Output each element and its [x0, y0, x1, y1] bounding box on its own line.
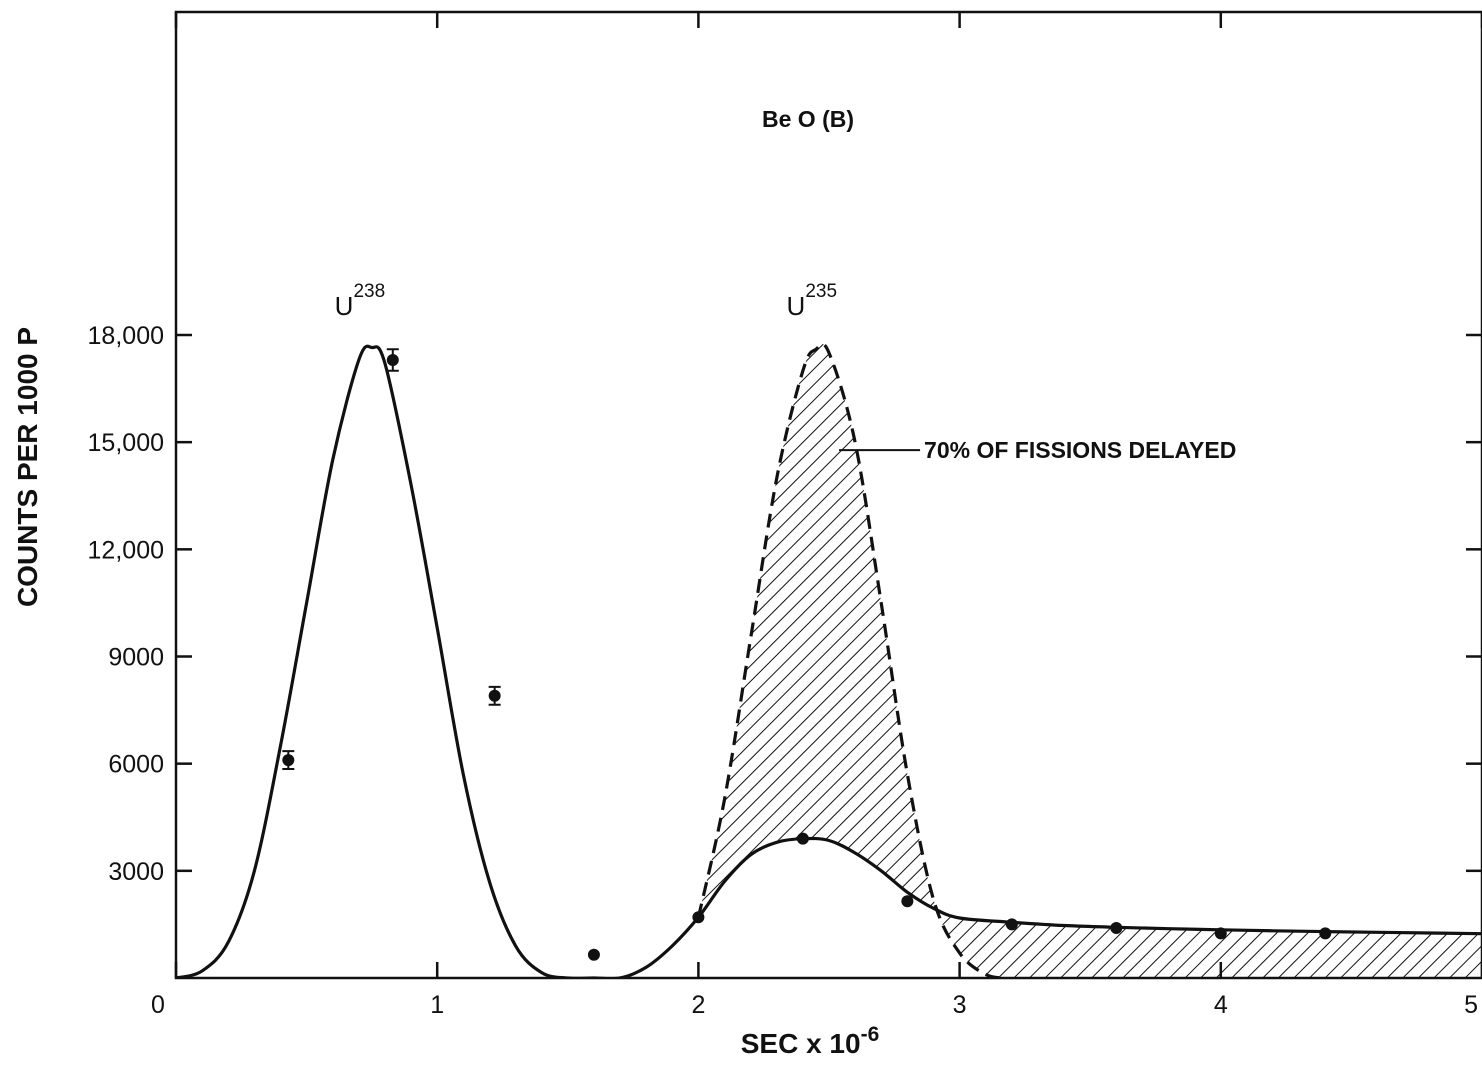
x-tick-label: 5 [1464, 991, 1478, 1019]
data-point [386, 348, 399, 372]
y-axis-title: COUNTS PER 1000 P [12, 327, 43, 607]
data-point [796, 832, 809, 845]
data-point-marker [796, 832, 809, 845]
data-point-marker [692, 911, 705, 924]
x-tick-label: 2 [691, 991, 705, 1019]
x-tick-label: 4 [1214, 991, 1228, 1019]
y-tick-label: 3000 [108, 858, 164, 886]
plot-frame [174, 10, 1482, 980]
data-point-marker [282, 754, 295, 767]
data-point-marker [901, 895, 914, 908]
y-tick-label: 15,000 [88, 429, 164, 457]
data-point-marker [1214, 927, 1227, 940]
data-point [587, 948, 600, 961]
annotation: 70% OF FISSIONS DELAYED [839, 437, 1236, 463]
peak-label-superscript: 238 [353, 281, 385, 302]
peak-label: U238 [335, 281, 385, 321]
annotation-text: 70% OF FISSIONS DELAYED [924, 437, 1236, 463]
data-point-marker [1319, 927, 1332, 940]
y-tick-label: 18,000 [88, 322, 164, 350]
data-point [1319, 927, 1332, 940]
data-point [901, 895, 914, 908]
data-point [692, 911, 705, 924]
data-point-marker [587, 948, 600, 961]
series-line-dashed [696, 342, 1005, 978]
data-point [1005, 918, 1018, 931]
y-tick-label: 12,000 [88, 536, 164, 564]
peak-label-superscript: 235 [805, 281, 837, 302]
hatched-region [698, 344, 1482, 978]
y-tick-label: 6000 [108, 751, 164, 779]
y-tick-label: 9000 [108, 644, 164, 672]
data-point [1110, 921, 1123, 934]
data-point [282, 750, 295, 771]
data-point [488, 685, 501, 706]
data-point-marker [488, 689, 501, 702]
x-axis-title-base: SEC x 10 [741, 1028, 861, 1059]
hatched-area [698, 344, 1482, 978]
x-tick-label: 3 [953, 991, 967, 1019]
peak-label-base: U [335, 291, 354, 321]
x-axis-title-exponent: -6 [861, 1023, 880, 1046]
data-point-marker [1110, 921, 1123, 934]
data-point-marker [1005, 918, 1018, 931]
peak-label: U235 [787, 281, 837, 321]
x-axis-title: SEC x 10-6 [741, 1023, 880, 1059]
x-tick-label: 1 [430, 991, 444, 1019]
chart-title: Be O (B) [762, 106, 854, 132]
x-tick-label: 0 [151, 991, 165, 1019]
series-line-solid [176, 344, 1482, 978]
data-point [1214, 927, 1227, 940]
data-point-marker [386, 354, 399, 367]
peak-label-base: U [787, 291, 806, 321]
